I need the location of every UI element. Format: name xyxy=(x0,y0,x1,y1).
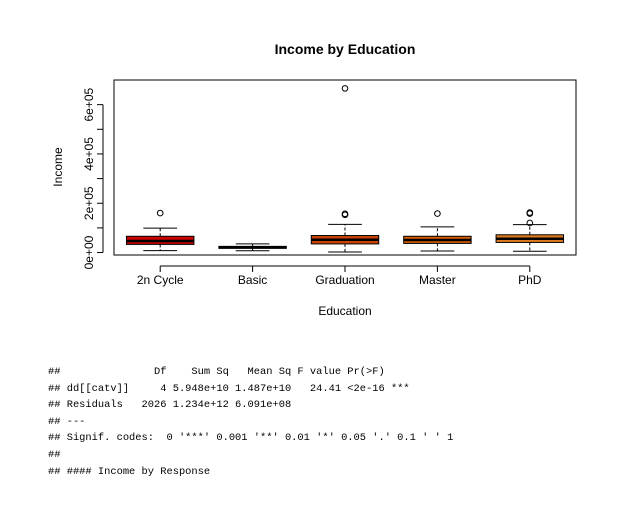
x-axis-label: Education xyxy=(318,304,371,318)
box-phd xyxy=(495,209,565,252)
box-2n-cycle xyxy=(125,209,195,252)
console-line: ## --- xyxy=(48,415,86,428)
console-line: ## #### Income by Response xyxy=(48,465,211,478)
console-line: ## Df Sum Sq Mean Sq F value Pr(>F) xyxy=(48,366,410,378)
plot-frame xyxy=(113,79,577,256)
boxes-group xyxy=(125,85,565,253)
x-tick-label: PhD xyxy=(518,273,542,287)
console-line: ## Residuals 2026 1.234e+12 6.091e+08 xyxy=(48,399,410,412)
y-tick-label: 0e+00 xyxy=(82,235,96,269)
console-line: ## Signif. codes: 0 '***' 0.001 '**' 0.0… xyxy=(48,432,454,445)
y-axis-label: Income xyxy=(51,147,65,187)
box-master xyxy=(403,210,472,252)
outlier-point xyxy=(341,85,349,92)
y-tick-label: 4e+05 xyxy=(82,137,96,171)
x-axis: 2n Cycle Basic Graduation Master PhD xyxy=(137,265,542,287)
console-line: ## dd[[catv]] 4 5.948e+10 1.487e+10 24.4… xyxy=(48,382,410,395)
y-tick-label: 2e+05 xyxy=(82,186,96,220)
outlier-point xyxy=(341,210,349,218)
x-tick-label: Master xyxy=(419,273,456,287)
x-tick-label: Basic xyxy=(238,273,267,287)
x-tick-label: Graduation xyxy=(315,273,374,287)
x-tick-label: 2n Cycle xyxy=(137,273,184,287)
boxplot-chart: Income by Education 0e+00 2e+05 4e+05 6e+05… xyxy=(51,41,577,318)
chart-title: Income by Education xyxy=(275,41,416,57)
y-axis: 0e+00 2e+05 4e+05 6e+05 xyxy=(82,87,104,269)
box-graduation xyxy=(310,85,380,253)
box-basic xyxy=(218,243,287,252)
console-output: ## Df Sum Sq Mean Sq F value Pr(>F) ## d… xyxy=(48,364,453,480)
y-tick-label: 6e+05 xyxy=(82,87,96,121)
outlier-point xyxy=(526,219,534,227)
outlier-point xyxy=(526,209,534,216)
outlier-point xyxy=(156,209,164,217)
outlier-point xyxy=(434,210,441,217)
console-line: ## xyxy=(48,448,61,461)
